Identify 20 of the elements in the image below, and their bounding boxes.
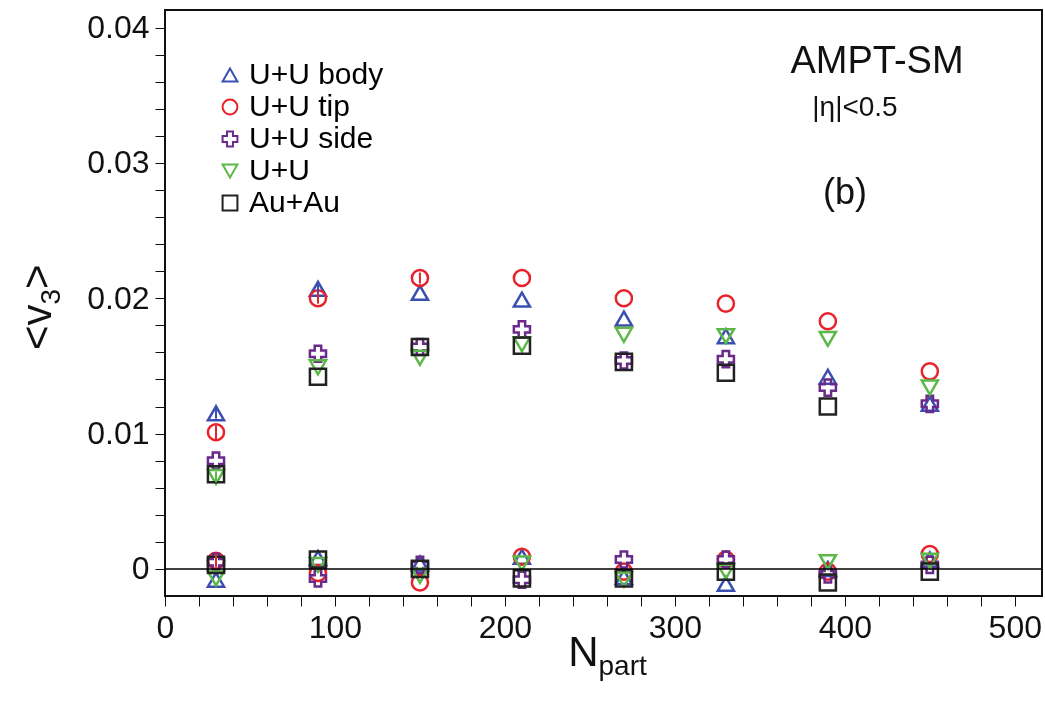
- y-tick-label: 0.02: [87, 279, 150, 316]
- x-axis-title: N$_{part}$: [568, 628, 647, 682]
- x-tick-label: 200: [478, 608, 533, 645]
- x-tick-label: 400: [818, 608, 873, 645]
- x-tick-label: 100: [308, 608, 363, 645]
- annotation: AMPT-SM: [790, 39, 964, 81]
- annotation: (b): [823, 171, 867, 212]
- y-tick-label: 0.01: [87, 415, 150, 452]
- legend-label: U+U: [249, 153, 310, 186]
- y-tick-label: 0: [131, 550, 150, 587]
- y-tick-label: 0.04: [87, 9, 150, 46]
- y-tick-label: 0.03: [87, 144, 150, 181]
- x-tick-label: 300: [648, 608, 703, 645]
- legend-label: U+U body: [249, 57, 384, 90]
- legend-label: Au+Au: [249, 185, 340, 218]
- legend-label: U+U tip: [249, 89, 350, 122]
- annotation: |η|<0.5: [812, 91, 898, 122]
- x-tick-label: 500: [988, 608, 1042, 645]
- legend-label: U+U side: [249, 121, 374, 154]
- x-tick-label: 0: [156, 608, 175, 645]
